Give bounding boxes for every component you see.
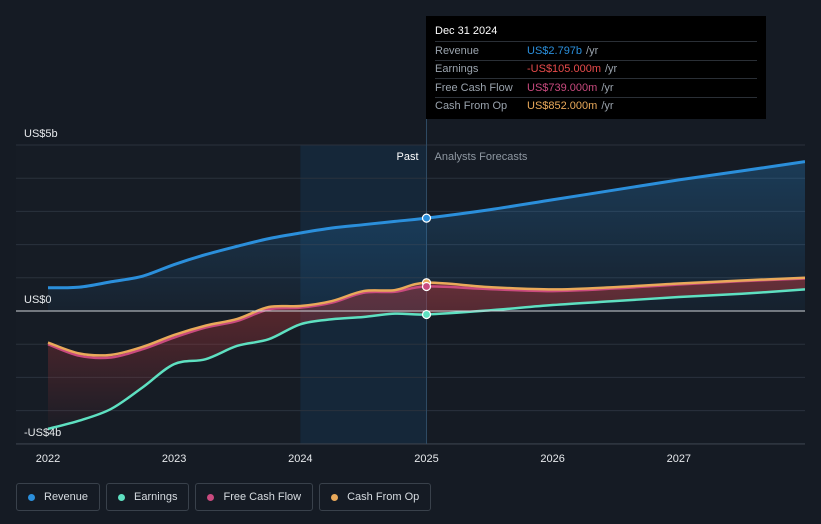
tooltip-value: US$852.000m [527,100,598,113]
legend-dot-icon [118,493,126,501]
free-cash-flow-line [47,277,805,360]
tooltip: Dec 31 2024 Revenue US$2.797b /yr Earnin… [426,16,766,119]
x-tick-label: 2023 [162,453,186,465]
tooltip-unit: /yr [601,100,614,113]
cash-from-op-line [47,276,805,357]
plot-area [47,160,805,431]
x-tick-label: 2024 [288,453,312,465]
legend-label: Earnings [134,491,178,503]
tooltip-unit: /yr [586,44,599,57]
legend: Revenue Earnings Free Cash Flow Cash Fro… [16,483,432,511]
legend-dot-icon [28,493,35,501]
x-tick-label: 2022 [36,453,60,465]
tooltip-label: Cash From Op [435,100,508,113]
legend-item-revenue[interactable]: Revenue [16,483,101,511]
legend-dot-icon [207,493,215,501]
tooltip-value: US$739.000m [527,81,598,94]
past-label: Past [396,151,418,163]
legend-dot-icon [331,493,339,501]
tooltip-value: US$2.797b [527,44,583,57]
legend-item-cash-from-op[interactable]: Cash From Op [319,483,432,511]
tooltip-row-revenue: Revenue US$2.797b /yr [435,41,757,60]
revenue-marker [421,213,432,223]
tooltip-unit: /yr [601,81,614,94]
tooltip-unit: /yr [605,63,618,76]
tooltip-row-free-cash-flow: Free Cash Flow US$739.000m /yr [435,78,757,97]
legend-label: Revenue [44,491,89,503]
x-tick-label: 2026 [540,453,564,465]
legend-label: Cash From Op [347,491,420,503]
legend-label: Free Cash Flow [223,491,302,503]
y-tick-label: -US$4b [24,427,61,439]
earnings-marker [421,309,432,320]
cashflow-earnings-area [48,277,805,429]
tooltip-label: Free Cash Flow [435,81,513,94]
tooltip-row-cash-from-op: Cash From Op US$852.000m /yr [435,96,757,116]
tooltip-value: -US$105.000m [527,63,601,76]
x-tick-label: 2025 [414,453,438,465]
legend-item-free-cash-flow[interactable]: Free Cash Flow [195,483,314,511]
revenue-line [47,160,805,290]
earnings-line [47,288,805,431]
tooltip-date: Dec 31 2024 [435,25,498,37]
tooltip-label: Earnings [435,63,479,76]
free-cash-flow-marker [421,281,432,292]
legend-item-earnings[interactable]: Earnings [106,483,190,511]
x-tick-label: 2027 [667,453,691,465]
y-tick-label: US$5b [24,128,58,140]
forecast-label: Analysts Forecasts [435,151,528,163]
revenue-area [48,161,805,311]
tooltip-label: Revenue [435,44,480,57]
tooltip-row-earnings: Earnings -US$105.000m /yr [435,59,757,79]
y-tick-label: US$0 [24,294,52,306]
